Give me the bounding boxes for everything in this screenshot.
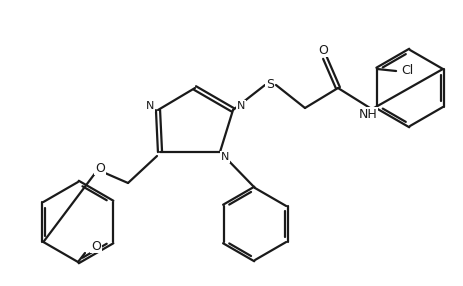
Text: O: O bbox=[91, 239, 101, 253]
Text: Cl: Cl bbox=[400, 65, 413, 78]
Text: O: O bbox=[317, 43, 327, 57]
Text: N: N bbox=[236, 101, 244, 111]
Text: S: S bbox=[265, 78, 274, 92]
Text: N: N bbox=[220, 152, 229, 162]
Text: O: O bbox=[95, 162, 105, 174]
Text: NH: NH bbox=[358, 108, 376, 120]
Text: N: N bbox=[145, 101, 154, 111]
